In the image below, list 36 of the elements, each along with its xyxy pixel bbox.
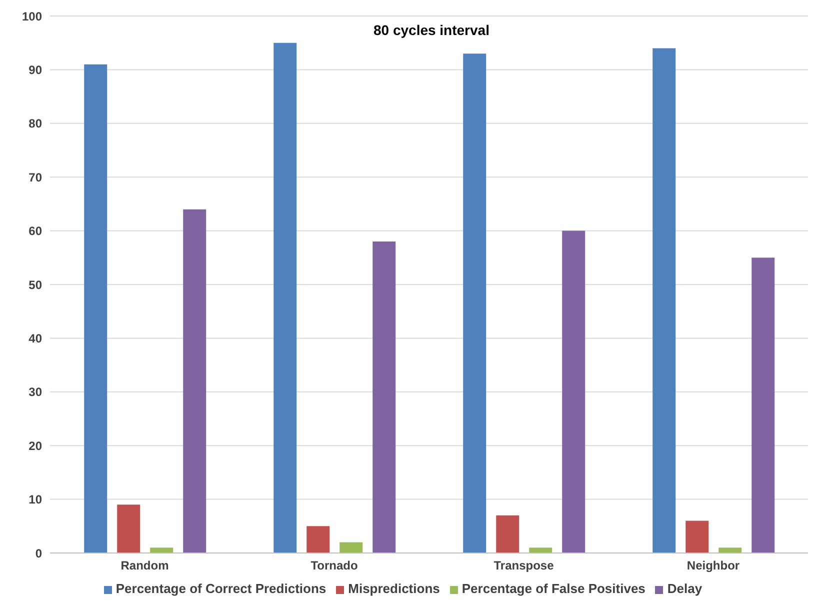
x-tick-label: Random xyxy=(120,558,169,573)
chart-title: 80 cycles interval xyxy=(372,22,490,38)
bar xyxy=(84,64,108,553)
y-tick-label: 60 xyxy=(28,224,42,238)
y-tick-label: 80 xyxy=(28,116,42,131)
bar xyxy=(752,258,775,553)
legend-label: Percentage of Correct Predictions xyxy=(116,581,326,596)
bar xyxy=(562,230,586,553)
x-tick-label: Transpose xyxy=(494,558,554,573)
x-tick-label: Tornado xyxy=(310,558,358,573)
bar xyxy=(463,54,486,553)
legend-label: Percentage of False Positives xyxy=(462,581,646,596)
y-tick-label: 100 xyxy=(22,9,42,24)
y-tick-label: 70 xyxy=(28,170,42,184)
y-tick-label: 30 xyxy=(28,385,42,400)
y-tick-label: 50 xyxy=(28,278,42,292)
bar xyxy=(117,504,140,553)
bar xyxy=(306,526,330,553)
bar xyxy=(718,548,742,553)
bar xyxy=(150,548,174,553)
bar xyxy=(529,548,552,553)
x-tick-label: Neighbor xyxy=(686,558,740,573)
legend-label: Mispredictions xyxy=(348,581,440,596)
y-tick-label: 0 xyxy=(35,546,42,560)
y-tick-label: 90 xyxy=(28,62,42,77)
bar xyxy=(496,515,520,553)
y-tick-label: 10 xyxy=(28,492,42,507)
bar xyxy=(183,209,206,553)
bar xyxy=(686,520,709,553)
y-tick-label: 20 xyxy=(28,438,42,453)
y-tick-label: 40 xyxy=(28,331,42,346)
legend-label: Delay xyxy=(667,581,702,596)
bar xyxy=(340,542,363,553)
bar xyxy=(372,242,396,553)
bar xyxy=(274,42,297,553)
bar xyxy=(652,48,676,553)
